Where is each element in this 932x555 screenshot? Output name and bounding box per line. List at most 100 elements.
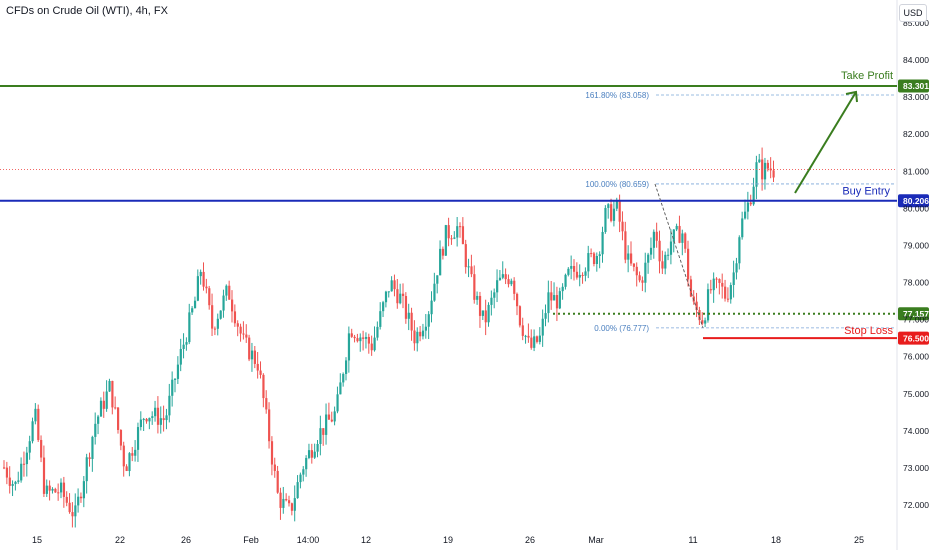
candle-body [584, 271, 587, 276]
candle-body [461, 226, 465, 245]
candle-body [510, 280, 513, 285]
candle-body [402, 293, 405, 297]
candle-body [587, 253, 590, 272]
candle-body [128, 453, 131, 472]
candle-body [430, 300, 433, 315]
candle-body [22, 463, 26, 465]
candle-body [687, 248, 690, 280]
candle-body [564, 274, 567, 287]
x-tick-label: 18 [771, 535, 781, 545]
candle-body [382, 302, 385, 312]
candle-body [484, 310, 487, 323]
candle-body [555, 295, 559, 309]
candle-body [669, 241, 673, 255]
candle-body [367, 336, 370, 344]
y-tick-label: 83.000 [903, 92, 929, 102]
candle-body [62, 482, 66, 497]
candle-body [627, 253, 630, 260]
candle-body [504, 274, 507, 280]
candle-body [208, 288, 211, 306]
candle-body [28, 441, 31, 453]
candle-body [399, 293, 402, 304]
x-tick-label: 12 [361, 535, 371, 545]
candle-body [393, 280, 396, 290]
candle-body [667, 254, 670, 256]
candle-body [68, 502, 71, 513]
candle-body [544, 313, 547, 319]
candle-body [142, 418, 145, 420]
candle-body [117, 407, 120, 430]
y-tick-label: 72.000 [903, 500, 929, 510]
y-tick-label: 73.000 [903, 463, 929, 473]
candle-body [364, 336, 368, 339]
candle-body [373, 337, 376, 351]
candle-body [37, 408, 40, 440]
candle-body [8, 477, 11, 486]
candle-body [741, 218, 744, 238]
candle-body [148, 417, 151, 422]
candle-body [231, 299, 234, 312]
y-tick-label: 76.000 [903, 352, 929, 362]
buy-entry-tag [898, 194, 929, 208]
candle-body [729, 285, 732, 300]
candle-body [293, 498, 296, 511]
candle-body [171, 379, 174, 396]
candle-body [678, 225, 681, 243]
stop-loss-tag [898, 331, 929, 345]
candle-body [282, 498, 285, 508]
currency-button[interactable]: USD [899, 4, 927, 22]
candle-body [441, 248, 445, 256]
candle-body [538, 335, 541, 342]
candle-body [345, 360, 348, 374]
stop-loss-label: Stop Loss [844, 325, 893, 337]
candle-body [698, 310, 701, 321]
candle-body [74, 505, 77, 517]
support-tag-label: 77.157 [903, 309, 929, 319]
candle-body [159, 418, 162, 425]
candle-body [85, 457, 88, 482]
candle-body [530, 337, 533, 348]
candle-body [726, 298, 730, 300]
candle-body [339, 382, 342, 395]
candle-body [319, 428, 322, 444]
candle-body [225, 285, 228, 296]
y-tick-label: 84.000 [903, 55, 929, 65]
candle-body [290, 503, 294, 511]
candle-body [379, 311, 382, 327]
y-tick-label: 81.000 [903, 166, 929, 176]
candle-body [77, 496, 80, 506]
candle-body [97, 416, 100, 424]
candle-body [119, 429, 123, 446]
candle-body [211, 305, 214, 329]
candle-body [313, 451, 316, 458]
candle-body [581, 274, 584, 276]
candle-body [205, 286, 208, 289]
candle-body [701, 320, 704, 324]
candle-body [413, 330, 416, 344]
candle-body [57, 492, 60, 494]
candle-body [575, 271, 579, 278]
candle-body [216, 318, 219, 329]
candle-body [350, 333, 353, 337]
candle-body [34, 408, 37, 422]
candle-body [453, 237, 456, 239]
x-tick-label: 25 [854, 535, 864, 545]
candle-body [233, 311, 237, 324]
candle-body [296, 482, 299, 499]
candle-body [156, 407, 160, 425]
candle-body [3, 467, 6, 469]
candle-body [501, 274, 504, 278]
candle-body [758, 159, 761, 163]
candle-body [567, 268, 570, 275]
candle-body [630, 253, 633, 264]
candle-body [390, 280, 393, 292]
candle-body [384, 291, 388, 303]
y-tick-label: 75.000 [903, 389, 929, 399]
candle-body [14, 481, 17, 485]
candle-body [151, 416, 154, 418]
candle-body [259, 370, 262, 375]
candle-body [772, 170, 775, 178]
candle-body [114, 407, 117, 409]
